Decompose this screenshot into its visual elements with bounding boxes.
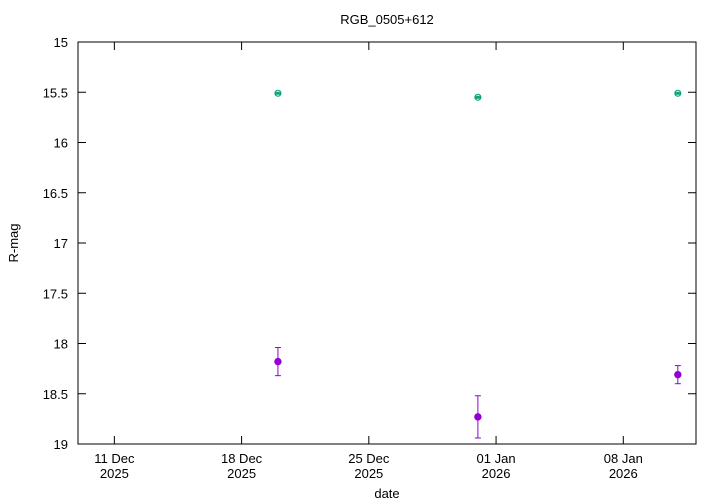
x-tick-label: 08 Jan 2026 [604, 451, 643, 481]
x-tick-label: 18 Dec 2025 [221, 451, 263, 481]
y-tick-label: 18.5 [43, 387, 68, 402]
y-tick-label: 17 [54, 236, 68, 251]
y-tick-label: 19 [54, 437, 68, 452]
y-tick-label: 16 [54, 136, 68, 151]
y-tick-label: 15 [54, 35, 68, 50]
y-tick-label: 15.5 [43, 85, 68, 100]
point [674, 370, 682, 379]
x-axis-label: date [374, 486, 399, 501]
y-tick-label: 17.5 [43, 286, 68, 301]
x-tick-label: 25 Dec 2025 [348, 451, 390, 481]
x-tick-label: 01 Jan 2026 [477, 451, 516, 481]
y-axis-label: R-mag [6, 223, 21, 262]
y-tick-label: 18 [54, 337, 68, 352]
point [274, 357, 282, 366]
x-tick-label: 11 Dec 2025 [94, 451, 135, 481]
point [474, 413, 482, 421]
chart-title: RGB_0505+612 [340, 12, 434, 27]
y-tick-label: 16.5 [43, 186, 68, 201]
